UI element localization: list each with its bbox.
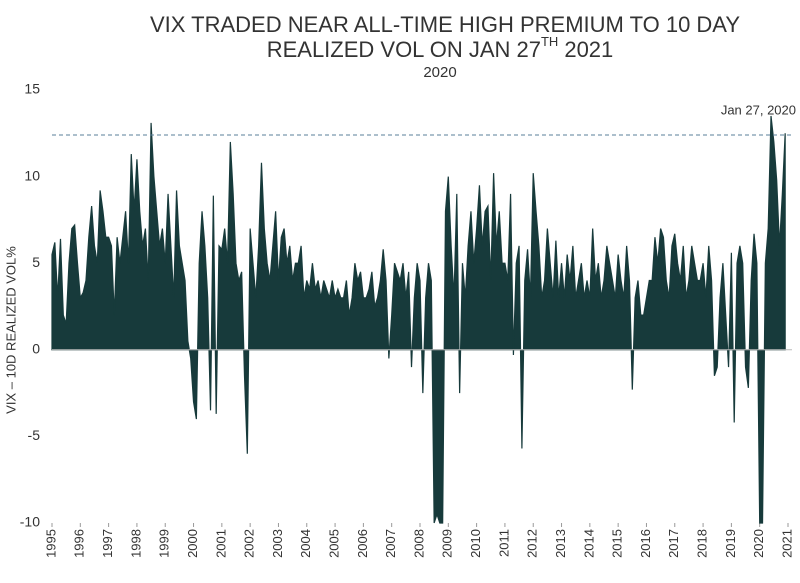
x-tick-label: 2017 (666, 529, 681, 558)
y-tick-label: 15 (24, 81, 40, 97)
chart-title: 2021 (564, 37, 613, 62)
x-tick-label: 2009 (440, 529, 455, 558)
x-tick-label: 2002 (242, 529, 257, 558)
x-tick-label: 1996 (72, 529, 87, 558)
x-tick-label: 2013 (553, 529, 568, 558)
chart-title: REALIZED VOL ON JAN 27 (267, 37, 541, 62)
x-tick-label: 2001 (213, 529, 228, 558)
x-tick-label: 2014 (581, 529, 596, 558)
x-tick-label: 2019 (723, 529, 738, 558)
x-tick-label: 2003 (270, 529, 285, 558)
x-tick-label: 2008 (411, 529, 426, 558)
x-tick-label: 2000 (185, 529, 200, 558)
annotation: Jan 27, 2020 (721, 102, 796, 117)
area (51, 115, 786, 524)
y-tick-label: 0 (32, 341, 40, 357)
x-tick-label: 1998 (128, 529, 143, 558)
y-tick-label: 5 (32, 254, 40, 270)
x-tick-label: 2018 (695, 529, 710, 558)
x-tick-label: 2006 (355, 529, 370, 558)
x-tick-label: 2012 (525, 529, 540, 558)
x-tick-label: 1995 (43, 529, 58, 558)
y-tick-label: -10 (20, 514, 40, 530)
x-tick-label: 1997 (100, 529, 115, 558)
y-axis-label: VIX – 10D REALIZED VOL% (3, 246, 18, 414)
x-tick-label: 2011 (496, 529, 511, 557)
x-tick-label: 2021 (779, 529, 794, 558)
chart-title: VIX TRADED NEAR ALL-TIME HIGH PREMIUM TO… (150, 12, 740, 37)
x-tick-label: 2020 (751, 529, 766, 558)
x-tick-label: 2015 (610, 529, 625, 558)
x-tick-label: 1999 (157, 529, 172, 558)
chart-title: TH (541, 34, 558, 49)
x-tick-label: 2016 (638, 529, 653, 558)
chart-title: REALIZED VOL ON JAN 27TH 2021 (267, 34, 614, 61)
x-tick-label: 2004 (298, 529, 313, 558)
y-tick-label: 10 (24, 167, 40, 183)
x-tick-label: 2007 (383, 529, 398, 558)
chart-subtitle: 2020 (423, 64, 456, 81)
x-tick-label: 2010 (468, 529, 483, 558)
x-tick-label: 2005 (327, 529, 342, 558)
y-tick-label: -5 (28, 427, 41, 443)
